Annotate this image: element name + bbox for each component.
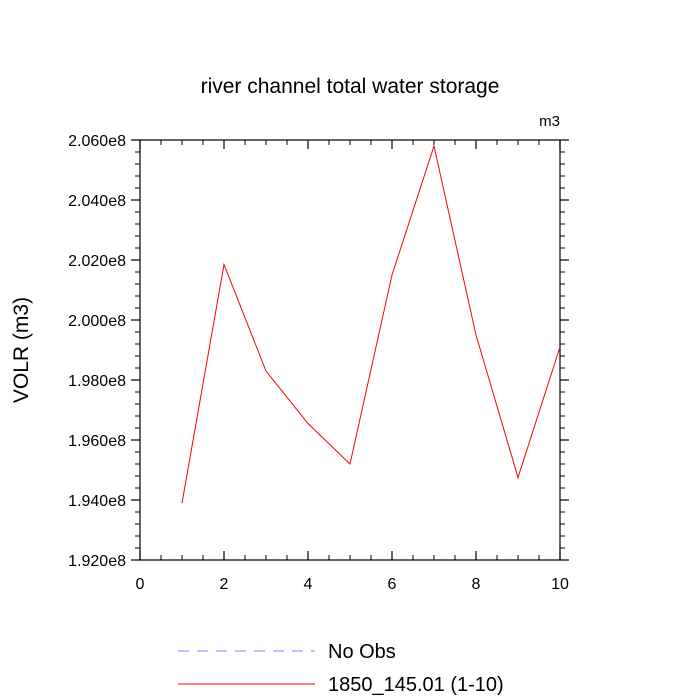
y-axis-label: VOLR (m3) bbox=[10, 297, 33, 403]
series-layer bbox=[181, 144, 561, 504]
y-tick-label: 1.920e8 bbox=[68, 553, 126, 570]
axis-ticks: 0 2 4 6 8 10 1.920e8 1.940e8 1.960e8 1.980e8 2.000… bbox=[68, 133, 569, 593]
plot-frame bbox=[139, 139, 561, 561]
x-tick-label: 8 bbox=[472, 576, 481, 593]
y-tick-label: 1.940e8 bbox=[68, 493, 126, 510]
chart-title: river channel total water storage bbox=[201, 75, 500, 98]
units-label: m3 bbox=[539, 113, 560, 130]
x-tick-label: 6 bbox=[388, 576, 397, 593]
y-tick-label: 2.020e8 bbox=[68, 253, 126, 270]
y-tick-label: 2.040e8 bbox=[68, 193, 126, 210]
series-line bbox=[181, 144, 561, 504]
legend-label: No Obs bbox=[328, 641, 396, 663]
y-tick-label: 1.960e8 bbox=[68, 433, 126, 450]
y-tick-label: 2.060e8 bbox=[68, 133, 126, 150]
x-tick-label: 0 bbox=[136, 576, 145, 593]
x-tick-label: 2 bbox=[220, 576, 229, 593]
y-tick-label: 1.980e8 bbox=[68, 373, 126, 390]
legend: No Obs 1850_145.01 (1-10) bbox=[178, 641, 504, 696]
legend-label: 1850_145.01 (1-10) bbox=[328, 674, 504, 696]
x-tick-label: 4 bbox=[304, 576, 313, 593]
y-tick-label: 2.000e8 bbox=[68, 313, 126, 330]
x-tick-label: 10 bbox=[551, 576, 569, 593]
